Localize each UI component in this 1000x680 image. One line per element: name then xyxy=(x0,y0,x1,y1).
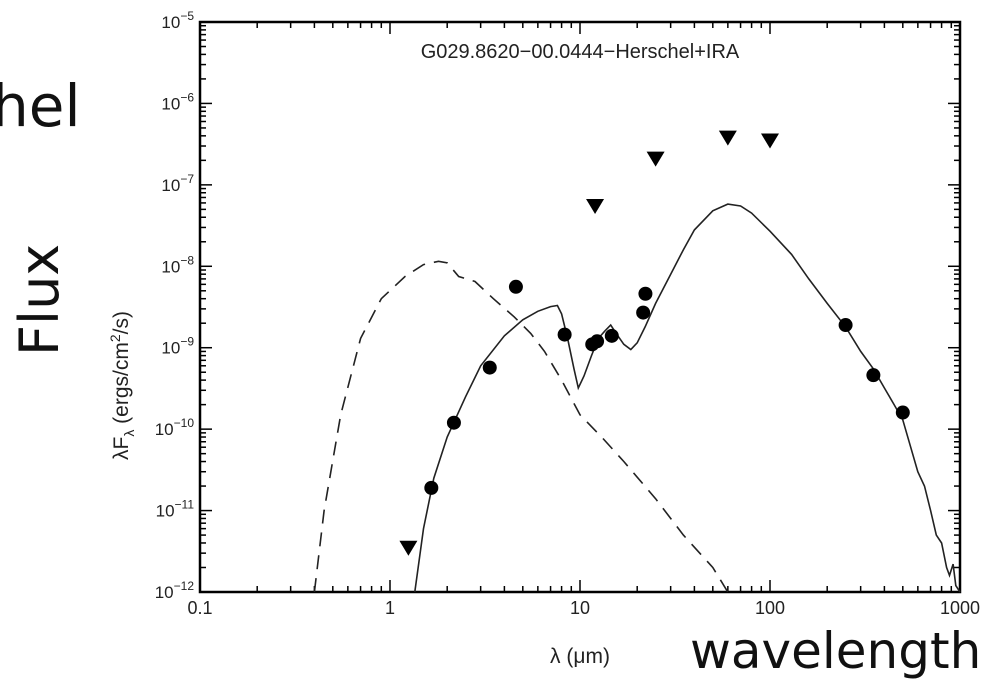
plot-frame xyxy=(198,20,962,594)
detection-point xyxy=(604,328,619,343)
detection-point xyxy=(636,305,651,320)
y-axis-label-end: /s) xyxy=(110,311,133,334)
x-tick-label: 100 xyxy=(755,598,785,618)
detection-point xyxy=(424,480,439,495)
x-tick-label: 1 xyxy=(385,598,395,618)
y-tick-labels: 10−12 10−11 10−10 10−9 10−8 10−7 10−6 10−5 xyxy=(155,9,195,602)
upper-limit-marker xyxy=(718,130,737,146)
detection-point xyxy=(446,415,461,430)
detection-point xyxy=(590,334,605,349)
upper-limit-marker xyxy=(399,540,418,556)
y-tick-label: 10−5 xyxy=(161,9,194,32)
detection-point xyxy=(508,279,523,294)
detection-point xyxy=(482,360,497,375)
y-axis-label-main: λF xyxy=(110,437,133,460)
detection-point xyxy=(895,405,910,420)
x-axis-label: λ (μm) xyxy=(550,645,610,668)
x-tick-labels: 0.1 1 10 100 1000 xyxy=(187,598,980,618)
model-curves xyxy=(313,203,961,593)
y-axis-label-units: (ergs/cm xyxy=(110,342,133,430)
upper-limit-marker xyxy=(646,151,665,167)
y-tick-label: 10−11 xyxy=(156,498,195,521)
detection-point xyxy=(557,327,572,342)
y-axis-label-sup: 2 xyxy=(107,334,123,342)
detection-point xyxy=(638,286,653,301)
x-tick-label: 10 xyxy=(570,598,590,618)
axis-ticks xyxy=(199,21,961,593)
y-tick-label: 10−10 xyxy=(155,416,195,439)
detection-point xyxy=(838,318,853,333)
y-tick-label: 10−8 xyxy=(161,253,194,276)
x-tick-label: 1000 xyxy=(940,598,980,618)
y-tick-label: 10−7 xyxy=(161,172,194,195)
solid-model-curve xyxy=(414,203,961,593)
upper-limit-marker xyxy=(761,133,779,149)
y-tick-label: 10−12 xyxy=(155,579,195,602)
y-tick-label: 10−9 xyxy=(161,335,194,358)
chart-title: G029.8620−00.0444−Herschel+IRA xyxy=(421,41,740,63)
slide-text-fragment: hel xyxy=(0,72,81,140)
upper-limit-marker xyxy=(586,198,605,214)
y-axis-label: λFλ (ergs/cm2/s) xyxy=(107,311,137,460)
x-tick-label: 0.1 xyxy=(187,598,212,618)
data-points xyxy=(399,130,910,556)
y-tick-label: 10−6 xyxy=(161,90,194,113)
y-axis-label-sub: λ xyxy=(121,430,137,437)
slide-wavelength-label: wavelength xyxy=(690,622,982,680)
detection-point xyxy=(866,368,881,383)
dashed-model-curve xyxy=(313,260,729,593)
